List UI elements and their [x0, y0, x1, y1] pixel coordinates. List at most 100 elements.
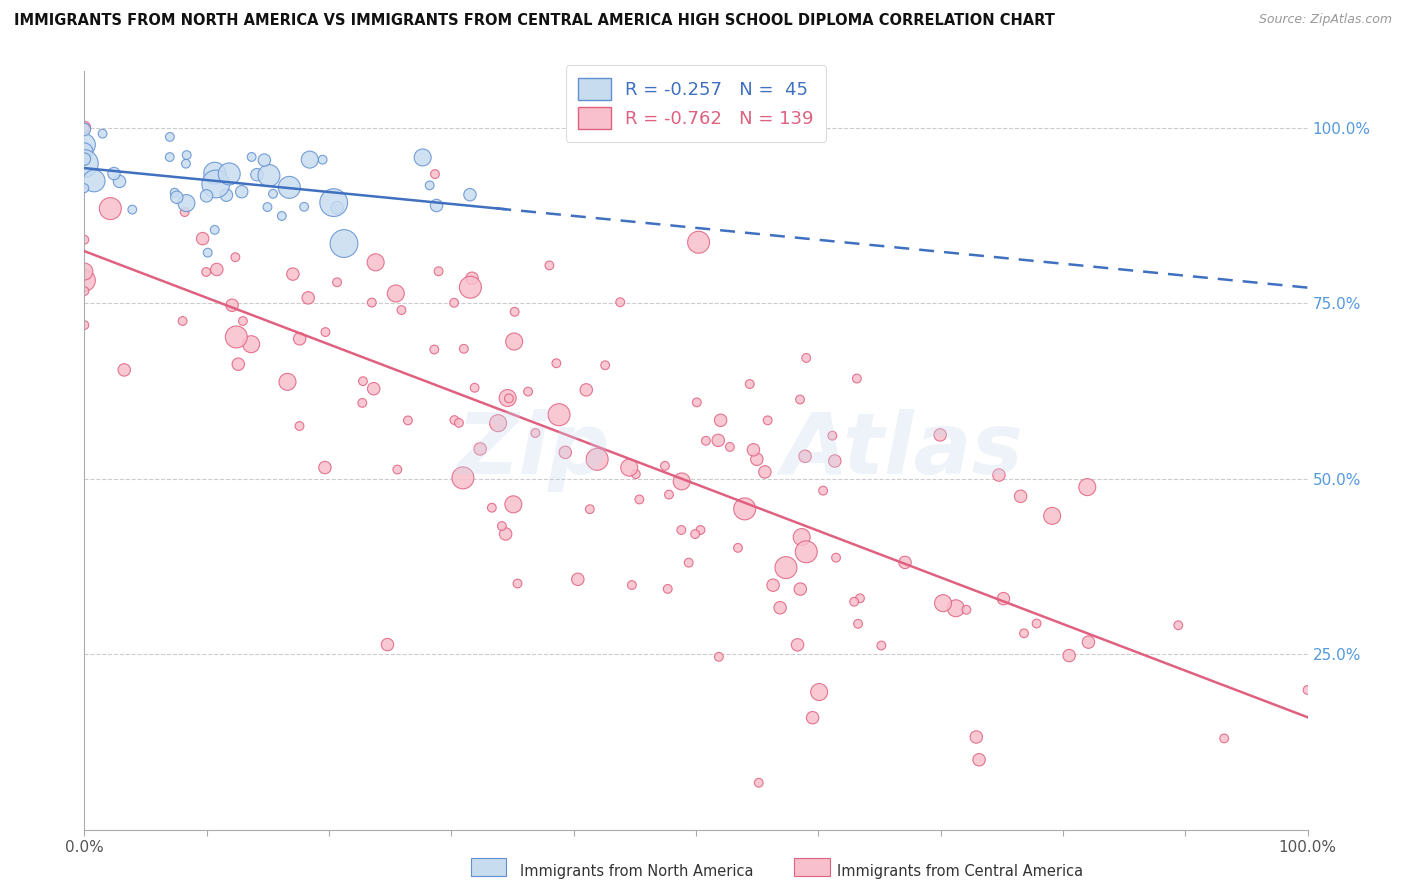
Point	[172, 314, 194, 328]
Point	[849, 591, 872, 606]
Point	[811, 483, 834, 498]
Point	[427, 264, 450, 278]
Point	[204, 177, 226, 191]
Point	[955, 603, 977, 617]
Point	[554, 445, 576, 459]
Point	[352, 396, 374, 410]
Point	[808, 685, 831, 699]
Point	[176, 148, 198, 162]
Point	[191, 231, 214, 245]
Point	[311, 153, 333, 167]
Point	[789, 582, 811, 596]
Point	[195, 189, 218, 203]
Point	[326, 201, 349, 215]
Point	[481, 500, 503, 515]
Point	[894, 555, 917, 569]
Point	[224, 250, 246, 264]
Point	[288, 419, 311, 434]
Point	[423, 167, 446, 181]
Point	[870, 639, 893, 653]
Point	[745, 452, 768, 467]
Point	[470, 442, 492, 456]
Point	[352, 374, 374, 388]
Point	[538, 259, 561, 273]
Point	[619, 460, 641, 475]
Point	[678, 556, 700, 570]
Point	[742, 442, 765, 457]
Point	[163, 186, 186, 200]
Point	[1040, 508, 1063, 523]
Point	[225, 330, 247, 344]
Point	[498, 392, 520, 406]
Point	[748, 775, 770, 789]
Text: IMMIGRANTS FROM NORTH AMERICA VS IMMIGRANTS FROM CENTRAL AMERICA HIGH SCHOOL DIP: IMMIGRANTS FROM NORTH AMERICA VS IMMIGRA…	[14, 13, 1054, 29]
Point	[1213, 731, 1236, 746]
Point	[314, 325, 336, 339]
Point	[695, 434, 717, 448]
Point	[385, 286, 408, 301]
Point	[288, 332, 311, 346]
Point	[495, 527, 517, 541]
Point	[159, 150, 181, 164]
Point	[756, 413, 779, 427]
Point	[821, 428, 844, 442]
Point	[845, 371, 868, 385]
Point	[387, 462, 409, 476]
Point	[586, 452, 609, 467]
Point	[73, 153, 96, 168]
Point	[412, 151, 434, 165]
Point	[314, 460, 336, 475]
Point	[967, 753, 990, 767]
Point	[801, 711, 824, 725]
Point	[103, 167, 125, 181]
Point	[297, 291, 319, 305]
Point	[176, 196, 198, 211]
Point	[360, 295, 382, 310]
Point	[794, 450, 817, 464]
Point	[73, 273, 96, 287]
Point	[503, 334, 526, 349]
Text: Immigrants from North America: Immigrants from North America	[520, 863, 754, 879]
Point	[108, 174, 131, 188]
Point	[443, 295, 465, 310]
Point	[73, 145, 96, 159]
Point	[620, 578, 643, 592]
Point	[423, 343, 446, 357]
Point	[278, 180, 301, 194]
Point	[232, 314, 254, 328]
Point	[658, 487, 681, 501]
Point	[486, 416, 509, 430]
Point	[73, 181, 96, 195]
Point	[671, 475, 693, 489]
Point	[262, 186, 284, 201]
Point	[718, 440, 741, 454]
Point	[846, 616, 869, 631]
Point	[257, 169, 280, 183]
Point	[73, 120, 96, 135]
Point	[461, 271, 484, 285]
Point	[204, 223, 226, 237]
Point	[524, 425, 547, 440]
Point	[503, 305, 526, 319]
Point	[98, 202, 121, 216]
Point	[628, 492, 651, 507]
Point	[425, 198, 447, 212]
Point	[932, 596, 955, 610]
Point	[464, 381, 486, 395]
Point	[1012, 626, 1035, 640]
Point	[775, 560, 797, 574]
Point	[215, 188, 238, 202]
Point	[762, 578, 785, 592]
Point	[73, 120, 96, 135]
Point	[794, 351, 817, 365]
Point	[451, 471, 474, 485]
Point	[502, 497, 524, 511]
Point	[73, 284, 96, 298]
Point	[240, 150, 263, 164]
Point	[710, 413, 733, 427]
Point	[1167, 618, 1189, 632]
Point	[657, 582, 679, 596]
Point	[112, 363, 135, 377]
Text: Source: ZipAtlas.com: Source: ZipAtlas.com	[1258, 13, 1392, 27]
Point	[166, 190, 188, 204]
